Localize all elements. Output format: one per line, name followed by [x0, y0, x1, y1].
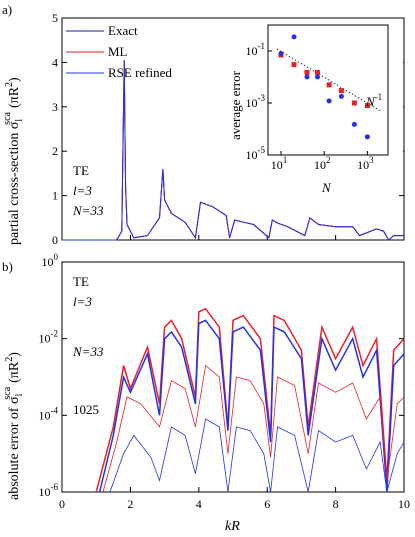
panel-b-ytick-label: 10-6 — [39, 482, 59, 499]
inset-xtick-label: 101 — [271, 155, 288, 172]
inset-ytick-label: 10-3 — [246, 93, 266, 110]
inset-point-rse — [326, 98, 332, 104]
inset-point-rse — [338, 93, 344, 99]
panel-b-annotation-1025: 1025 — [73, 402, 99, 417]
inset-trend-line — [276, 48, 381, 112]
inset-point-ml — [304, 69, 310, 75]
panel-a-ytick-label: 2 — [52, 144, 58, 158]
panel-b: b) 10-6 10-4 10-2 100 0 2 4 6 8 10 absolute erro… — [2, 252, 410, 534]
legend-label-rse: RSE refined — [108, 65, 172, 80]
inset-point-rse — [364, 134, 370, 140]
panel-b-frame — [61, 261, 405, 493]
panel-b-xtick-label: 10 — [398, 497, 410, 511]
panel-b-y-axis: 10-6 10-4 10-2 100 — [39, 252, 404, 499]
panel-a-annotation-l: l=3 — [73, 183, 92, 198]
panel-b-ytick-label: 100 — [42, 252, 59, 269]
inset-point-rse — [291, 34, 297, 40]
panel-b-annotation-l: l=3 — [73, 294, 92, 309]
panel-a-series-line — [62, 60, 404, 241]
inset: 10-5 10-3 10-1 101 102 103 average error N N-… — [228, 19, 403, 195]
inset-point-ml — [326, 82, 332, 88]
inset-axes: 10-5 10-3 10-1 101 102 103 — [246, 41, 375, 172]
panel-b-xtick-label: 2 — [127, 497, 133, 511]
inset-marks — [276, 34, 381, 140]
panel-b-xtick-label: 8 — [333, 497, 339, 511]
inset-point-rse — [278, 51, 284, 57]
panel-b-xtick-label: 0 — [59, 497, 65, 511]
inset-ytick-label: 10-1 — [246, 41, 266, 58]
inset-background — [232, 19, 403, 183]
inset-point-rse — [315, 74, 321, 80]
panel-a-lines — [62, 60, 404, 241]
inset-xtick-label: 102 — [314, 155, 331, 172]
panel-b-ytick-label: 10-4 — [39, 405, 59, 422]
panel-b-annotation-te: TE — [73, 274, 89, 289]
panel-b-xlabel: kR — [225, 519, 240, 534]
panel-a-tag: a) — [2, 2, 12, 17]
inset-point-ml — [338, 88, 344, 94]
panel-b-series-line — [102, 364, 405, 493]
inset-trend-label: N-1 — [365, 92, 382, 109]
inset-point-ml — [291, 62, 297, 68]
inset-xtick-label: 103 — [357, 155, 374, 172]
panel-b-xtick-label: 4 — [196, 497, 202, 511]
panel-a-ytick-label: 0 — [52, 233, 58, 247]
inset-point-ml — [315, 69, 321, 75]
panel-a-x-axis — [61, 235, 405, 240]
panel-a-ytick-label: 4 — [52, 55, 58, 69]
panel-b-series-line — [109, 418, 405, 493]
panel-a-ylabel: partial cross-section σlsca(πR2) — [2, 77, 25, 245]
panel-a-ytick-label: 3 — [52, 100, 58, 114]
panel-b-ytick-label: 10-2 — [39, 329, 59, 346]
panel-b-series-line — [98, 319, 405, 493]
panel-b-tag: b) — [2, 259, 13, 274]
legend-label-exact: Exact — [108, 23, 138, 38]
inset-point-rse — [304, 74, 310, 80]
panel-b-xtick-label: 6 — [264, 497, 270, 511]
panel-a-legend: Exact ML RSE refined — [66, 23, 172, 80]
panel-b-annotation-n: N=33 — [72, 344, 104, 359]
inset-point-rse — [351, 121, 357, 127]
panel-a-annotation-n: N=33 — [72, 203, 104, 218]
legend-label-ml: ML — [108, 44, 128, 59]
inset-point-ml — [351, 100, 357, 106]
inset-frame — [267, 24, 389, 156]
panel-a: a) 0 1 2 3 4 5 partial cross-section σlsca(πR… — [2, 2, 405, 247]
inset-point-ml — [364, 103, 370, 109]
panel-a-frame — [61, 17, 405, 241]
panel-a-ytick-label: 1 — [52, 189, 58, 203]
panel-a-annotation-te: TE — [73, 163, 89, 178]
inset-ylabel: average error — [228, 70, 243, 140]
panel-a-ytick-label: 5 — [52, 11, 58, 25]
panel-b-series-line — [95, 307, 405, 493]
panel-b-x-axis: 0 2 4 6 8 10 — [59, 487, 410, 511]
inset-xlabel: N — [321, 180, 332, 195]
panel-b-lines — [95, 307, 405, 493]
inset-ytick-label: 10-5 — [246, 145, 266, 162]
panel-b-ylabel: absolute error of σlsca(πR2) — [2, 352, 25, 500]
